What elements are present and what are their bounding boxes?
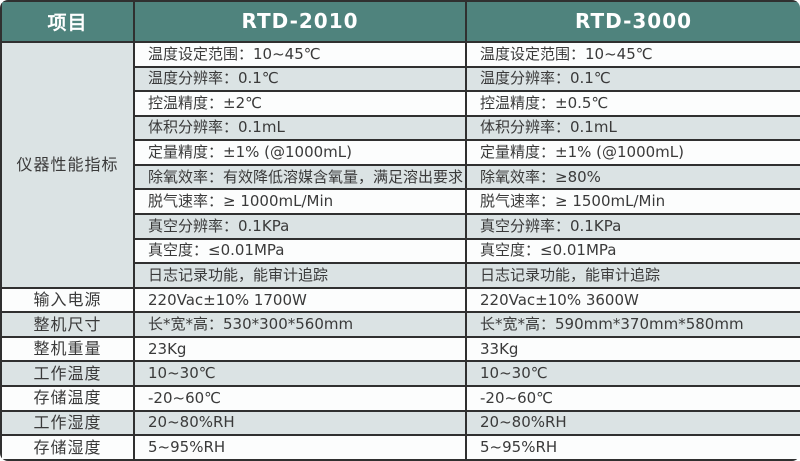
perf-cell-rtd2010: 日志记录功能，能审计追踪 (133, 262, 467, 289)
performance-group-label: 仪器性能指标 (0, 40, 135, 289)
perf-cell-rtd2010: 脱气速率：≥ 1000mL/Min (133, 188, 467, 215)
perf-cell-rtd3000: 真空度：≤0.01MPa (465, 237, 800, 265)
perf-cell-rtd3000: 体积分辨率：0.1mL (465, 114, 800, 142)
spec-cell-rtd3000: 5~95%RH (465, 434, 800, 461)
spec-label: 整机尺寸 (0, 311, 135, 338)
perf-cell-rtd3000: 定量精度：±1% (@1000mL) (465, 139, 800, 166)
perf-cell-rtd2010: 真空度：≤0.01MPa (133, 237, 467, 265)
perf-cell-rtd2010: 温度设定范围：10~45℃ (133, 40, 467, 68)
table-row: 定量精度：±1% (@1000mL) 定量精度：±1% (@1000mL) (1, 139, 800, 166)
spec-label: 整机重量 (0, 335, 135, 363)
table-row: 真空度：≤0.01MPa 真空度：≤0.01MPa (1, 237, 800, 265)
header-col-item: 项目 (0, 0, 135, 43)
perf-cell-rtd2010: 除氧效率：有效降低溶媒含氧量，满足溶出要求 (133, 163, 467, 191)
perf-cell-rtd3000: 控温精度：±0.5℃ (465, 90, 800, 117)
perf-cell-rtd2010: 温度分辨率：0.1℃ (133, 65, 467, 93)
table-row: 存储湿度 5~95%RH 5~95%RH (0, 434, 800, 461)
perf-cell-rtd2010: 定量精度：±1% (@1000mL) (133, 139, 467, 166)
table-row: 真空分辨率：0.1KPa 真空分辨率：0.1KPa (1, 213, 800, 240)
header-row: 项目 RTD-2010 RTD-3000 (0, 0, 800, 43)
spec-cell-rtd3000: -20~60℃ (465, 385, 800, 412)
spec-cell-rtd3000: 20~80%RH (465, 409, 800, 437)
spec-cell-rtd2010: 10~30℃ (133, 360, 467, 388)
perf-cell-rtd2010: 真空分辨率：0.1KPa (133, 213, 467, 240)
table-row: 工作温度 10~30℃ 10~30℃ (0, 360, 800, 388)
table-row: 工作湿度 20~80%RH 20~80%RH (0, 409, 800, 437)
header-col-rtd2010: RTD-2010 (133, 0, 467, 43)
spec-cell-rtd2010: 5~95%RH (133, 434, 467, 461)
spec-label: 工作湿度 (0, 409, 135, 437)
table-row: 仪器性能指标 温度设定范围：10~45℃ 温度设定范围：10~45℃ (0, 40, 800, 289)
perf-cell-rtd2010: 体积分辨率：0.1mL (133, 114, 467, 142)
spec-cell-rtd2010: 20~80%RH (133, 409, 467, 437)
spec-cell-rtd3000: 长*宽*高：590mm*370mm*580mm (465, 311, 800, 338)
perf-cell-rtd3000: 温度分辨率：0.1℃ (465, 65, 800, 93)
table-row: 输入电源 220Vac±10% 1700W 220Vac±10% 3600W (0, 286, 800, 314)
perf-cell-rtd2010: 控温精度：±2℃ (133, 90, 467, 117)
spec-cell-rtd2010: 23Kg (133, 335, 467, 363)
perf-cell-rtd3000: 脱气速率：≥ 1500mL/Min (465, 188, 800, 215)
table-row: 整机尺寸 长*宽*高：530*300*560mm 长*宽*高：590mm*370… (0, 311, 800, 338)
perf-cell-rtd3000: 除氧效率：≥80% (465, 163, 800, 191)
header-col-rtd3000: RTD-3000 (465, 0, 800, 43)
spec-label: 输入电源 (0, 286, 135, 314)
table-row: 存储温度 -20~60℃ -20~60℃ (0, 385, 800, 412)
spec-cell-rtd2010: 长*宽*高：530*300*560mm (133, 311, 467, 338)
spec-cell-rtd3000: 10~30℃ (465, 360, 800, 388)
table-row: 除氧效率：有效降低溶媒含氧量，满足溶出要求 除氧效率：≥80% (1, 163, 800, 191)
spec-label: 工作温度 (0, 360, 135, 388)
spec-cell-rtd2010: -20~60℃ (133, 385, 467, 412)
perf-cell-rtd3000: 温度设定范围：10~45℃ (465, 40, 800, 68)
perf-cell-rtd3000: 真空分辨率：0.1KPa (465, 213, 800, 240)
perf-cell-rtd3000: 日志记录功能，能审计追踪 (465, 262, 800, 289)
spec-cell-rtd3000: 33Kg (465, 335, 800, 363)
spec-label: 存储湿度 (0, 434, 135, 461)
spec-cell-rtd3000: 220Vac±10% 3600W (465, 286, 800, 314)
spec-label: 存储温度 (0, 385, 135, 412)
table-row: 体积分辨率：0.1mL 体积分辨率：0.1mL (1, 114, 800, 142)
spec-cell-rtd2010: 220Vac±10% 1700W (133, 286, 467, 314)
table-row: 整机重量 23Kg 33Kg (0, 335, 800, 363)
